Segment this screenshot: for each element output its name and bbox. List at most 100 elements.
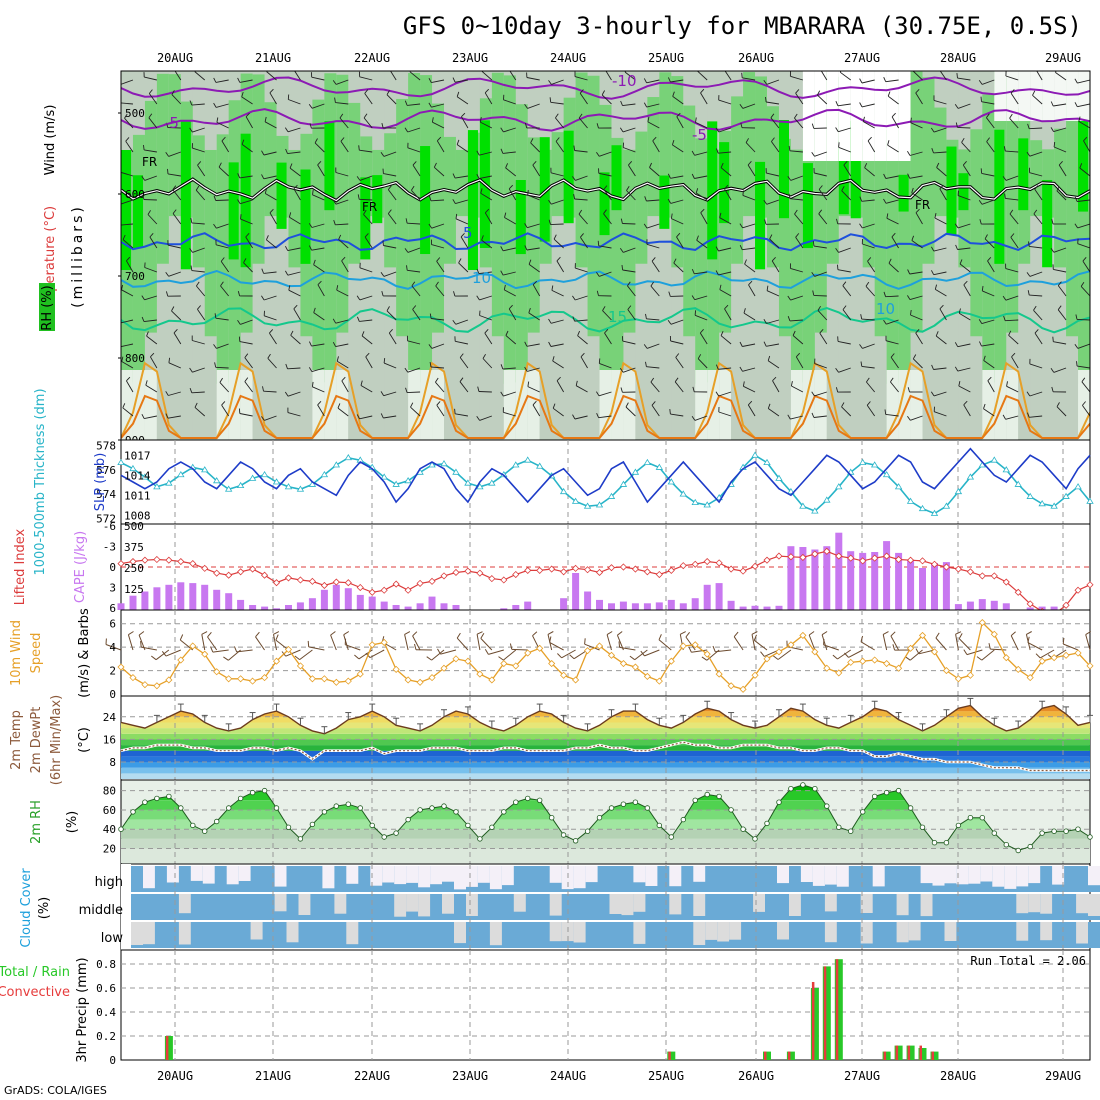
- wind-barb-flag: [284, 127, 289, 133]
- thickness-point: [452, 468, 460, 475]
- wind-barb-flag: [931, 364, 934, 370]
- cloud-gap: [824, 922, 838, 943]
- wind-barb-flag: [504, 212, 507, 218]
- rh2m-point: [728, 807, 734, 813]
- wind-barb: [337, 407, 349, 417]
- cloud-cell: [860, 866, 874, 892]
- wind-barb: [1053, 146, 1067, 153]
- cloud-cell: [238, 894, 252, 920]
- wind-barb-flag: [308, 245, 313, 251]
- bottom-date-label: 29AUG: [1045, 1069, 1081, 1083]
- wind-barb: [383, 415, 397, 419]
- lifted-index-point: [942, 563, 951, 571]
- wind-barb-flag: [1033, 305, 1037, 311]
- wind-barb: [552, 407, 564, 417]
- wind-barb-flag: [165, 152, 169, 157]
- wind-barb-flag: [691, 173, 695, 179]
- wind-barb: [694, 415, 708, 421]
- cloud-gap: [489, 922, 503, 946]
- wind-barb: [574, 150, 588, 153]
- rh-dark-band: [611, 145, 622, 211]
- wind-barb-flag: [196, 281, 200, 287]
- wind-barb-flag: [580, 352, 585, 358]
- li-tick: 6: [109, 602, 116, 615]
- wind-barb: [885, 413, 899, 417]
- rh-dark-band: [719, 142, 730, 224]
- cape-bar: [225, 593, 233, 610]
- bottom-date-label: 28AUG: [940, 1069, 976, 1083]
- wind-barb-flag: [214, 313, 217, 319]
- wind-barb-flag: [741, 72, 743, 78]
- top-date-label: 23AUG: [452, 51, 488, 65]
- wind10-barb: [480, 638, 493, 651]
- cloud-cell: [968, 922, 981, 948]
- wind-barb: [646, 343, 660, 349]
- cape-bar: [165, 584, 173, 610]
- wind-barb: [460, 236, 469, 249]
- wind-barb: [646, 79, 660, 84]
- wind10-point: [859, 657, 867, 665]
- wind-barb-flag: [264, 116, 267, 122]
- wind-barb: [456, 96, 469, 105]
- rh-lower-band: [850, 315, 864, 440]
- rh-dark-band: [898, 174, 909, 212]
- precip-total-bar: [164, 1036, 173, 1060]
- wind-barb: [579, 93, 588, 105]
- cape-bar: [380, 601, 388, 610]
- y-tick-label: 700: [125, 270, 145, 283]
- wind-barb: [748, 284, 756, 297]
- cloud-gap: [454, 922, 467, 944]
- wind-barb: [365, 356, 373, 369]
- wind10-point: [141, 681, 149, 689]
- wind-barb: [718, 99, 732, 105]
- wind-barb-flag: [811, 272, 815, 277]
- lifted-index-point: [284, 574, 293, 582]
- wind-barb-flag: [1057, 305, 1062, 310]
- rh-lower-band: [300, 370, 314, 440]
- thickness-point: [153, 483, 161, 490]
- wind10-point: [440, 664, 448, 672]
- rh2m-point: [991, 830, 997, 836]
- cloud-cell: [705, 894, 718, 920]
- wind10-barb: [882, 634, 888, 651]
- rh-dark-band: [755, 161, 766, 270]
- rh-lower-band: [778, 370, 792, 440]
- wind-barb-flag: [628, 161, 633, 166]
- wind10-point: [607, 651, 616, 659]
- wind-barb-flag: [404, 100, 408, 106]
- wind-barb-flag: [715, 246, 719, 252]
- cloud-cell: [789, 866, 802, 892]
- wind-barb: [670, 199, 684, 204]
- wind10-point: [368, 641, 376, 649]
- wind-barb: [649, 167, 660, 177]
- wind-barb-flag: [173, 328, 178, 334]
- lifted-index-point: [835, 552, 843, 560]
- wind-barb: [794, 117, 804, 129]
- cloud-gap: [477, 866, 491, 883]
- wind-barb: [1053, 268, 1067, 273]
- precip-tick: 0: [109, 1054, 116, 1067]
- rh2m-tick: 40: [103, 823, 116, 836]
- rh2m-point: [692, 797, 698, 803]
- precip-conv-bar: [165, 1036, 169, 1060]
- wind-barb-flag: [691, 269, 695, 274]
- thickness-point: [930, 509, 939, 516]
- wind-barb: [121, 199, 134, 205]
- rh-mid-band: [886, 129, 900, 384]
- wind-barb-flag: [890, 377, 894, 383]
- wind-barb-flag: [883, 173, 887, 179]
- wind-barb: [790, 267, 804, 273]
- wind-barb: [528, 312, 540, 321]
- rh2m-point: [345, 801, 351, 807]
- cape-bar: [296, 602, 304, 610]
- wind-barb-flag: [476, 268, 480, 274]
- cape-bar: [596, 599, 603, 610]
- wind10-barb: [285, 649, 301, 657]
- wind-barb: [771, 141, 780, 153]
- cloud-cell: [154, 894, 168, 920]
- cloud-cell: [513, 922, 527, 948]
- wind-barb: [1076, 318, 1090, 321]
- wind10-barb-flag: [955, 631, 962, 635]
- wind-barb: [194, 407, 206, 417]
- wind-barb-flag: [867, 257, 872, 262]
